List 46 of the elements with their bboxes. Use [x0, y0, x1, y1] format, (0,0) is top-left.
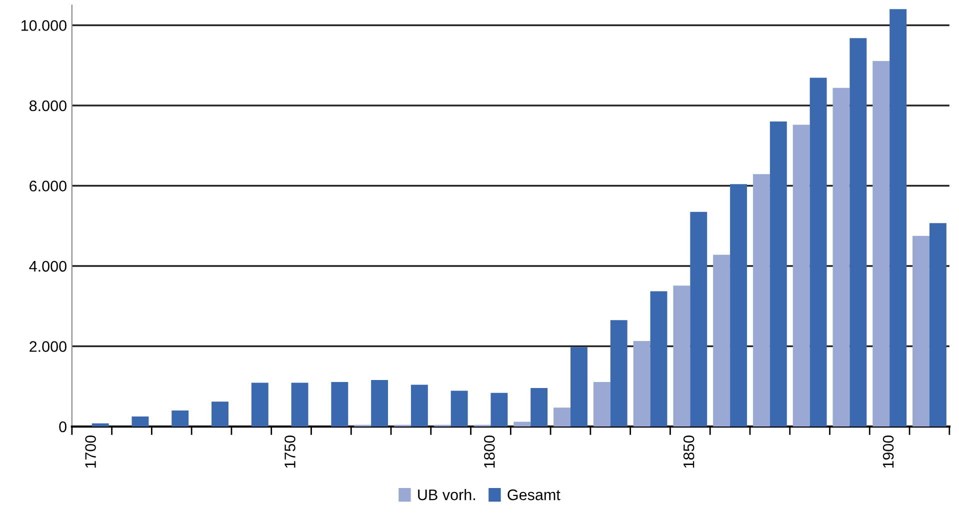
bar	[633, 341, 650, 427]
bar	[713, 254, 730, 427]
bar	[570, 347, 588, 427]
bar	[132, 416, 149, 427]
bar	[371, 380, 388, 427]
bar	[730, 184, 747, 427]
bar	[212, 402, 228, 427]
y-tick-label: 0	[59, 421, 66, 432]
bar	[832, 88, 850, 427]
bar	[450, 390, 468, 427]
bar	[890, 9, 907, 427]
y-tick-label: 4.000	[29, 260, 66, 272]
bar	[690, 212, 708, 427]
x-tick-label: 1900	[882, 435, 894, 468]
bar	[610, 320, 628, 427]
bar	[850, 38, 867, 427]
y-tick-label: 10.000	[22, 20, 66, 31]
bar	[912, 236, 930, 427]
bar	[251, 382, 268, 427]
bar	[490, 392, 508, 427]
bar	[673, 286, 690, 427]
bar	[792, 124, 810, 427]
y-tick-label: 6.000	[30, 180, 66, 192]
bar	[291, 382, 308, 427]
bar	[810, 78, 827, 427]
bar	[593, 382, 610, 427]
bar	[872, 60, 890, 427]
y-tick-label: 2.000	[30, 341, 66, 352]
legend-label: UB vorh.	[418, 489, 475, 500]
bar	[92, 423, 109, 427]
legend-label: Gesamt	[508, 489, 560, 500]
bar	[331, 382, 348, 427]
bar	[530, 388, 548, 427]
x-tick-label: 1750	[284, 435, 296, 468]
x-tick-label: 1850	[683, 435, 694, 468]
bar	[929, 223, 946, 427]
bar	[650, 291, 668, 427]
bar	[172, 410, 189, 427]
y-tick-label: 8.000	[30, 100, 66, 112]
bar	[410, 384, 428, 427]
x-tick-label: 1800	[484, 435, 495, 468]
x-tick-label: 1700	[85, 435, 96, 468]
bar	[770, 122, 787, 427]
bar	[752, 174, 770, 427]
bar	[554, 408, 570, 427]
bar	[514, 422, 531, 427]
